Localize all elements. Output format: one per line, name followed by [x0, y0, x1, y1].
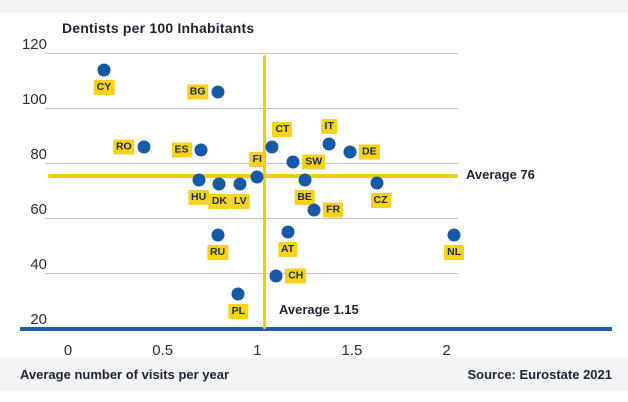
point-label-IT: IT [321, 119, 337, 135]
point-label-AT: AT [277, 242, 298, 258]
data-point-CT [265, 140, 279, 154]
x-axis-title: Average number of visits per year [20, 367, 230, 382]
point-label-BG: BG [186, 84, 209, 100]
point-label-FI: FI [249, 152, 265, 168]
x-tick-label: 1.5 [341, 342, 363, 359]
top-margin-band [0, 0, 628, 13]
point-label-FR: FR [323, 202, 344, 218]
point-label-CH: CH [285, 268, 307, 284]
point-label-CZ: CZ [370, 192, 391, 208]
x-axis-line [20, 327, 612, 331]
x-tick-label: 0 [63, 342, 73, 359]
chart-title: Dentists per 100 Inhabitants [62, 20, 255, 36]
x-tick-label: 0.5 [152, 342, 174, 359]
data-point-ES [194, 143, 207, 157]
gridline [45, 108, 458, 110]
source-note: Source: Eurostate 2021 [467, 367, 612, 382]
point-label-NL: NL [444, 244, 465, 260]
data-point-AT [281, 225, 295, 239]
point-label-CT: CT [272, 121, 293, 137]
point-label-ES: ES [171, 142, 192, 158]
data-point-DK [212, 177, 226, 191]
gridline [45, 273, 458, 275]
data-point-IT [322, 137, 336, 151]
data-point-NL [447, 228, 461, 242]
point-label-BE: BE [294, 189, 315, 205]
average-visits-annotation: Average 1.15 [279, 302, 359, 317]
y-tick-label: 40 [30, 256, 47, 274]
y-tick-label: 60 [30, 201, 47, 219]
average-dentists-annotation: Average 76 [466, 167, 535, 182]
bottom-margin-band [0, 358, 628, 391]
point-label-LV: LV [230, 193, 250, 209]
data-point-FR [307, 203, 321, 217]
data-point-BG [211, 85, 225, 99]
y-tick-label: 20 [30, 311, 47, 329]
x-tick-label: 1 [253, 342, 262, 359]
gridline [45, 218, 458, 220]
data-point-FI [250, 170, 264, 184]
point-label-SW: SW [302, 154, 326, 170]
point-label-DE: DE [359, 144, 380, 160]
data-point-CZ [370, 176, 384, 190]
point-label-DK: DK [208, 193, 231, 209]
point-label-RO: RO [112, 139, 135, 155]
data-point-HU [192, 173, 206, 187]
data-point-RU [211, 228, 225, 242]
data-point-CH [269, 269, 283, 283]
data-point-BE [298, 173, 312, 187]
point-label-CY: CY [93, 79, 115, 95]
y-tick-label: 120 [21, 36, 47, 54]
data-point-DE [343, 145, 357, 159]
average-visits-line [263, 55, 267, 329]
data-point-LV [233, 177, 247, 191]
point-label-PL: PL [228, 303, 249, 319]
point-label-HU: HU [188, 189, 210, 205]
data-point-PL [231, 287, 245, 301]
data-point-CY [97, 63, 111, 77]
y-tick-label: 100 [21, 91, 47, 109]
gridline [45, 53, 458, 55]
data-point-RO [137, 140, 151, 154]
x-tick-label: 2 [442, 342, 451, 359]
y-tick-label: 80 [30, 146, 47, 164]
point-label-RU: RU [206, 244, 229, 260]
data-point-SW [286, 155, 300, 169]
